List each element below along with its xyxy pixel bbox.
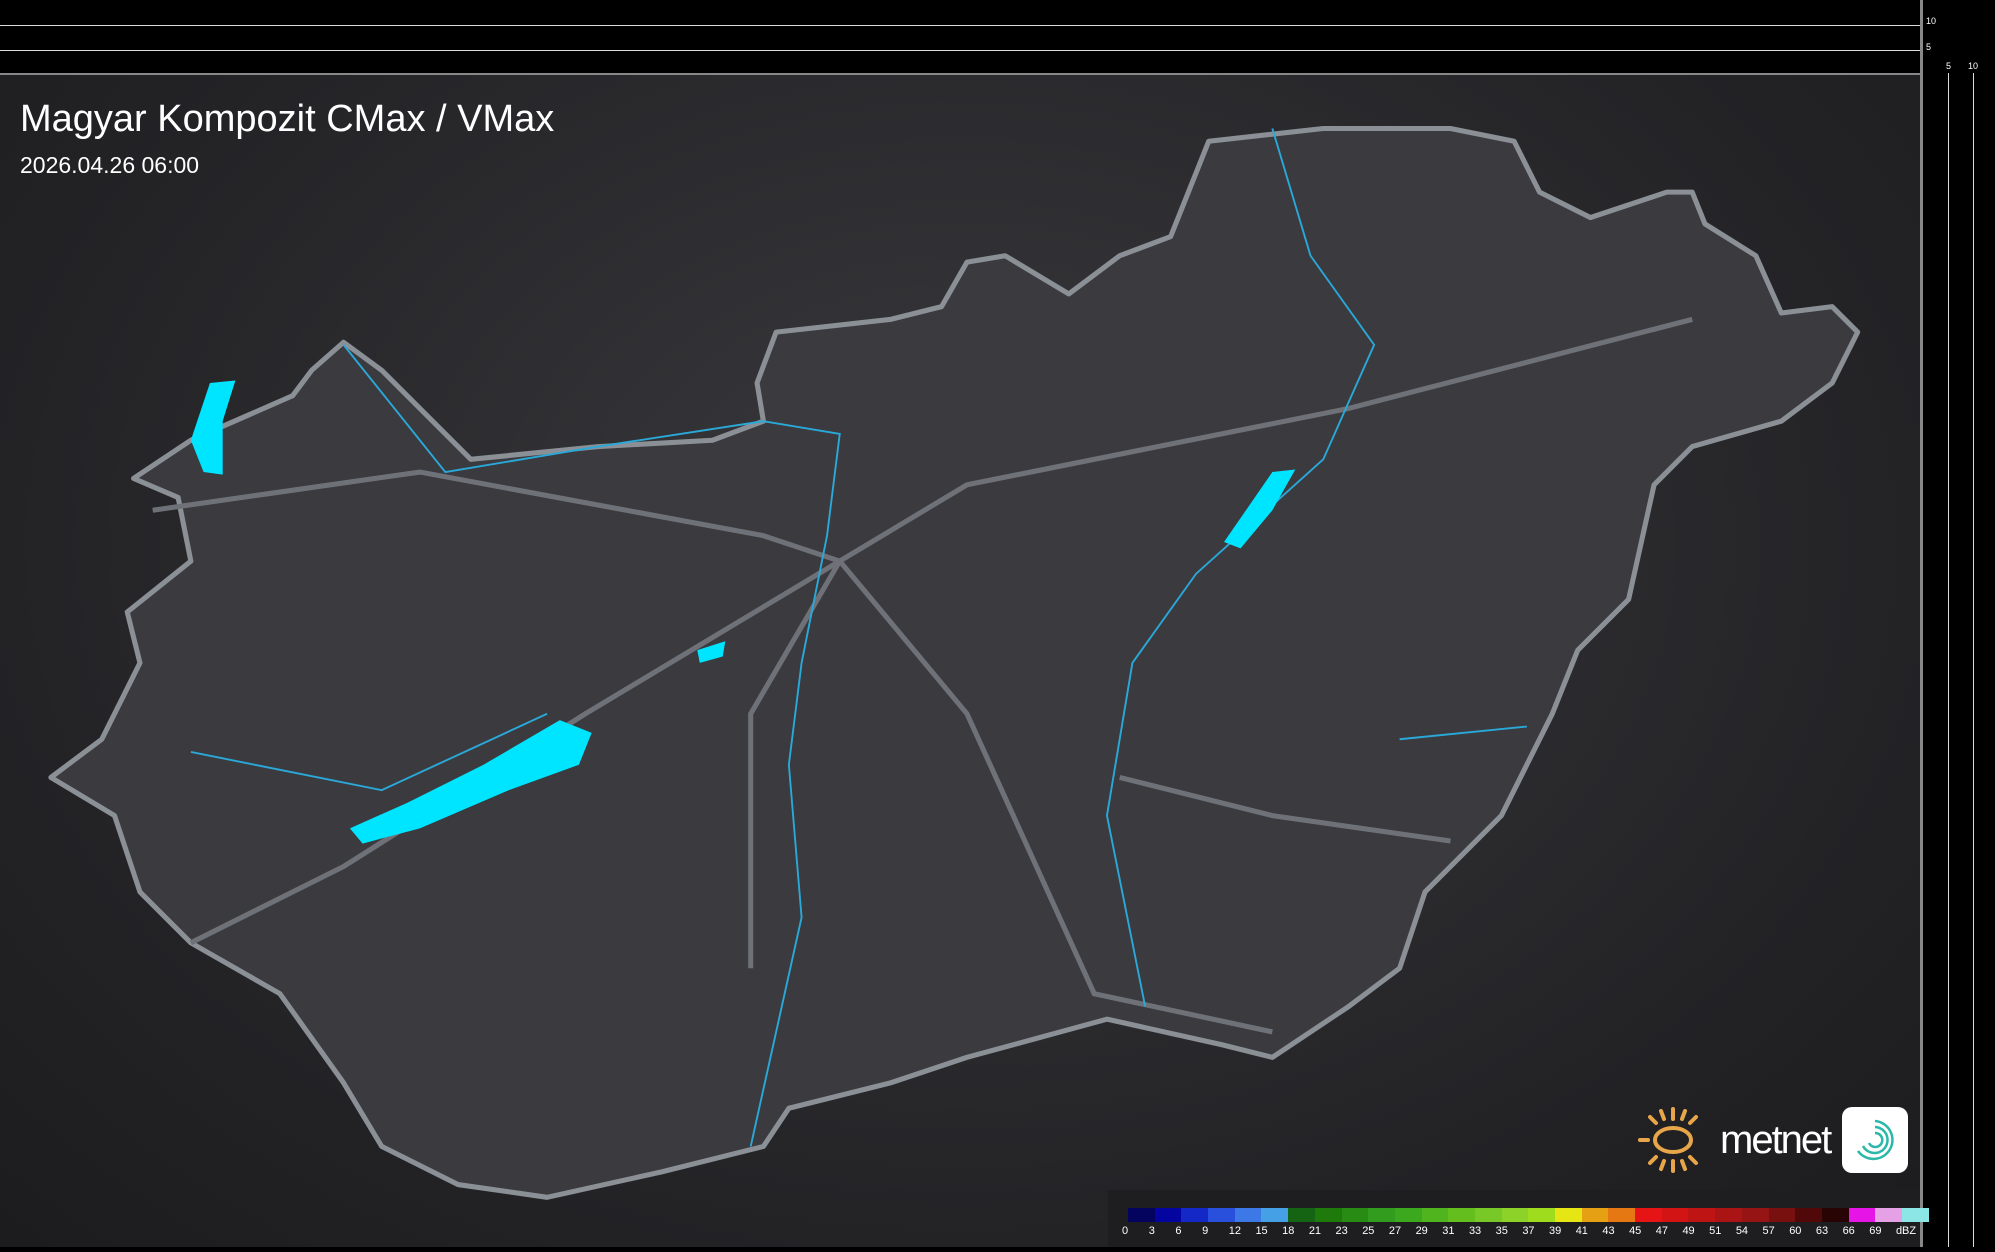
- dbz-legend: 0 3 6 9 12 15 18 21 23 25 27 29 31 33 35 37 39 41 43 45 47 49…: [1108, 1190, 1929, 1247]
- legend-label: 12: [1228, 1225, 1241, 1237]
- legend-swatch: [1528, 1208, 1555, 1222]
- legend-swatch: [1661, 1208, 1689, 1222]
- legend-label: 49: [1682, 1225, 1695, 1237]
- legend-swatch: [1848, 1208, 1876, 1222]
- legend-swatch: [1768, 1208, 1796, 1222]
- legend-label: 31: [1442, 1225, 1455, 1237]
- color-scale: [1128, 1208, 1929, 1222]
- legend-swatch: [1501, 1208, 1529, 1222]
- legend-swatch: [1368, 1208, 1395, 1222]
- scale-line-10: [0, 25, 1920, 26]
- legend-label: 25: [1362, 1225, 1375, 1237]
- legend-label: 18: [1282, 1225, 1295, 1237]
- legend-label: 60: [1789, 1225, 1802, 1237]
- legend-swatch: [1208, 1208, 1235, 1222]
- legend-swatch: [1154, 1208, 1182, 1222]
- lake-tisza: [1224, 469, 1296, 549]
- legend-label: 3: [1148, 1225, 1155, 1237]
- legend-label: 41: [1575, 1225, 1588, 1237]
- legend-swatch: [1901, 1208, 1929, 1222]
- legend-swatch: [1875, 1208, 1902, 1222]
- hungary-map: [48, 125, 1861, 1200]
- lake-ferto: [190, 380, 236, 475]
- legend-swatch: [1555, 1208, 1582, 1222]
- legend-label: 29: [1415, 1225, 1428, 1237]
- legend-swatch: [1314, 1208, 1342, 1222]
- radar-map[interactable]: [0, 75, 1920, 1247]
- legend-label: 0: [1122, 1225, 1129, 1237]
- legend-unit: dBZ: [1895, 1225, 1917, 1237]
- legend-label: 23: [1335, 1225, 1348, 1237]
- legend-label: 47: [1655, 1225, 1668, 1237]
- legend-swatch: [1341, 1208, 1369, 1222]
- lake-velence: [697, 641, 726, 663]
- tick-label: 10: [1968, 61, 1979, 71]
- map-timestamp: 2026.04.26 06:00: [20, 152, 200, 178]
- country-outline: [48, 125, 1861, 1200]
- legend-swatch: [1821, 1208, 1849, 1222]
- legend-label: 6: [1175, 1225, 1182, 1237]
- legend-swatch: [1741, 1208, 1769, 1222]
- legend-label: 35: [1495, 1225, 1508, 1237]
- legend-swatch: [1474, 1208, 1502, 1222]
- tick-label: 5: [1926, 42, 1932, 52]
- tick-label: 10: [1926, 16, 1937, 26]
- legend-swatch: [1234, 1208, 1262, 1222]
- legend-label: 9: [1202, 1225, 1209, 1237]
- legend-label: 33: [1468, 1225, 1482, 1237]
- brand-name: metnet: [1720, 1117, 1832, 1162]
- legend-swatch: [1581, 1208, 1609, 1222]
- legend-label: 54: [1735, 1225, 1749, 1237]
- legend-label: 37: [1522, 1225, 1535, 1237]
- tick-label: 5: [1946, 61, 1952, 71]
- metnet-logo: metnet: [1638, 1105, 1909, 1175]
- legend-label: 69: [1869, 1225, 1882, 1237]
- legend-swatch: [1128, 1208, 1155, 1222]
- legend-swatch: [1394, 1208, 1422, 1222]
- legend-label: 51: [1709, 1225, 1722, 1237]
- roads: [152, 316, 1693, 1035]
- legend-label: 39: [1549, 1225, 1562, 1237]
- scale-bar-right: 10 5 5 10: [1920, 0, 1995, 1247]
- scale-vline: [1948, 73, 1949, 1247]
- legend-label: 43: [1602, 1225, 1615, 1237]
- legend-label: 27: [1388, 1225, 1402, 1237]
- legend-label: 15: [1255, 1225, 1268, 1237]
- legend-label: 45: [1629, 1225, 1642, 1237]
- swirl-icon: [1842, 1107, 1909, 1173]
- legend-label: 66: [1842, 1225, 1855, 1237]
- legend-swatch: [1608, 1208, 1636, 1222]
- lake-balaton: [349, 720, 592, 844]
- legend-swatch: [1635, 1208, 1662, 1222]
- legend-label: 63: [1815, 1225, 1829, 1237]
- legend-swatch: [1688, 1208, 1716, 1222]
- legend-swatch: [1181, 1208, 1209, 1222]
- legend-label: 21: [1308, 1225, 1322, 1237]
- scale-vline: [1973, 73, 1974, 1247]
- sun-icon: [1638, 1107, 1698, 1173]
- legend-swatch: [1448, 1208, 1475, 1222]
- legend-swatch: [1261, 1208, 1289, 1222]
- legend-label: 57: [1762, 1225, 1775, 1237]
- legend-swatch: [1421, 1208, 1449, 1222]
- legend-swatch: [1288, 1208, 1315, 1222]
- legend-swatch: [1795, 1208, 1822, 1222]
- legend-swatch: [1715, 1208, 1742, 1222]
- map-title: Magyar Kompozit CMax / VMax: [20, 98, 555, 140]
- scale-bar-top: [0, 0, 1920, 75]
- legend-labels: 0 3 6 9 12 15 18 21 23 25 27 29 31 33 35 37 39 41 43 45 47 49…: [1122, 1225, 1923, 1237]
- scale-line-5: [0, 50, 1920, 51]
